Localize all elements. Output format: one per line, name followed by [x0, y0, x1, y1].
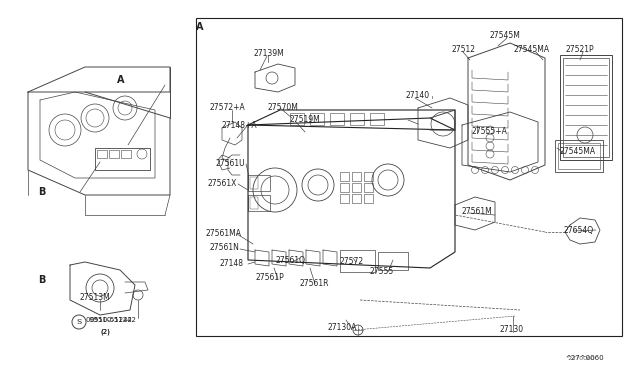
Bar: [364, 183, 373, 192]
Bar: [352, 183, 361, 192]
Text: 27519M: 27519M: [289, 115, 320, 125]
Bar: [364, 194, 373, 203]
Bar: [330, 113, 344, 125]
Text: 27561U: 27561U: [216, 158, 246, 167]
Bar: [364, 172, 373, 181]
Bar: [250, 177, 258, 189]
Text: ^27^0060: ^27^0060: [565, 355, 604, 361]
Text: 27140: 27140: [406, 92, 430, 100]
Text: 27570M: 27570M: [268, 103, 299, 112]
Bar: [196, 18, 622, 336]
Bar: [340, 250, 375, 272]
Text: 27572+A: 27572+A: [210, 103, 246, 112]
Text: 27148: 27148: [220, 259, 244, 267]
Text: 09510-51242: 09510-51242: [86, 317, 133, 323]
Text: 27572: 27572: [339, 257, 363, 266]
Bar: [310, 113, 324, 125]
Bar: [340, 194, 349, 203]
Bar: [97, 150, 107, 158]
Text: S: S: [76, 318, 82, 326]
Text: 27545MA: 27545MA: [560, 148, 596, 157]
Bar: [340, 172, 349, 181]
Text: A: A: [117, 75, 125, 85]
Bar: [250, 197, 258, 209]
Bar: [248, 175, 270, 191]
Bar: [95, 148, 150, 170]
Text: 27148+A: 27148+A: [222, 121, 258, 129]
Bar: [555, 140, 603, 172]
Bar: [121, 150, 131, 158]
Text: 27545M: 27545M: [490, 32, 521, 41]
Text: °27°0060: °27°0060: [565, 356, 595, 360]
Text: 27561N: 27561N: [210, 244, 240, 253]
Bar: [109, 150, 119, 158]
Text: (2): (2): [100, 329, 110, 335]
Text: (2): (2): [100, 329, 110, 335]
Bar: [248, 195, 270, 211]
Text: 27561P: 27561P: [255, 273, 284, 282]
Bar: [340, 183, 349, 192]
Text: 27130A: 27130A: [327, 324, 356, 333]
Text: 27512: 27512: [452, 45, 476, 55]
Text: 27545MA: 27545MA: [513, 45, 549, 55]
Bar: [563, 58, 609, 157]
Text: B: B: [38, 275, 45, 285]
Text: A: A: [196, 22, 204, 32]
Text: 09510-51242: 09510-51242: [90, 317, 137, 323]
Text: 27555: 27555: [370, 266, 394, 276]
Text: 27513M: 27513M: [79, 294, 110, 302]
Text: 27139M: 27139M: [254, 49, 285, 58]
Bar: [558, 143, 600, 169]
Text: 27561M: 27561M: [462, 208, 493, 217]
Bar: [378, 252, 408, 270]
Text: 27521P: 27521P: [566, 45, 595, 55]
Text: 27561X: 27561X: [208, 179, 237, 187]
Text: 27561MA: 27561MA: [205, 228, 241, 237]
Text: 27130: 27130: [500, 326, 524, 334]
Bar: [352, 194, 361, 203]
Text: 27555+A: 27555+A: [471, 128, 507, 137]
Text: 27654Q: 27654Q: [563, 225, 593, 234]
Bar: [370, 113, 384, 125]
Text: 27561Q: 27561Q: [275, 257, 305, 266]
Text: B: B: [38, 187, 45, 197]
Bar: [560, 55, 612, 160]
Bar: [350, 113, 364, 125]
Bar: [290, 113, 304, 125]
Text: 27561R: 27561R: [299, 279, 328, 288]
Bar: [352, 172, 361, 181]
